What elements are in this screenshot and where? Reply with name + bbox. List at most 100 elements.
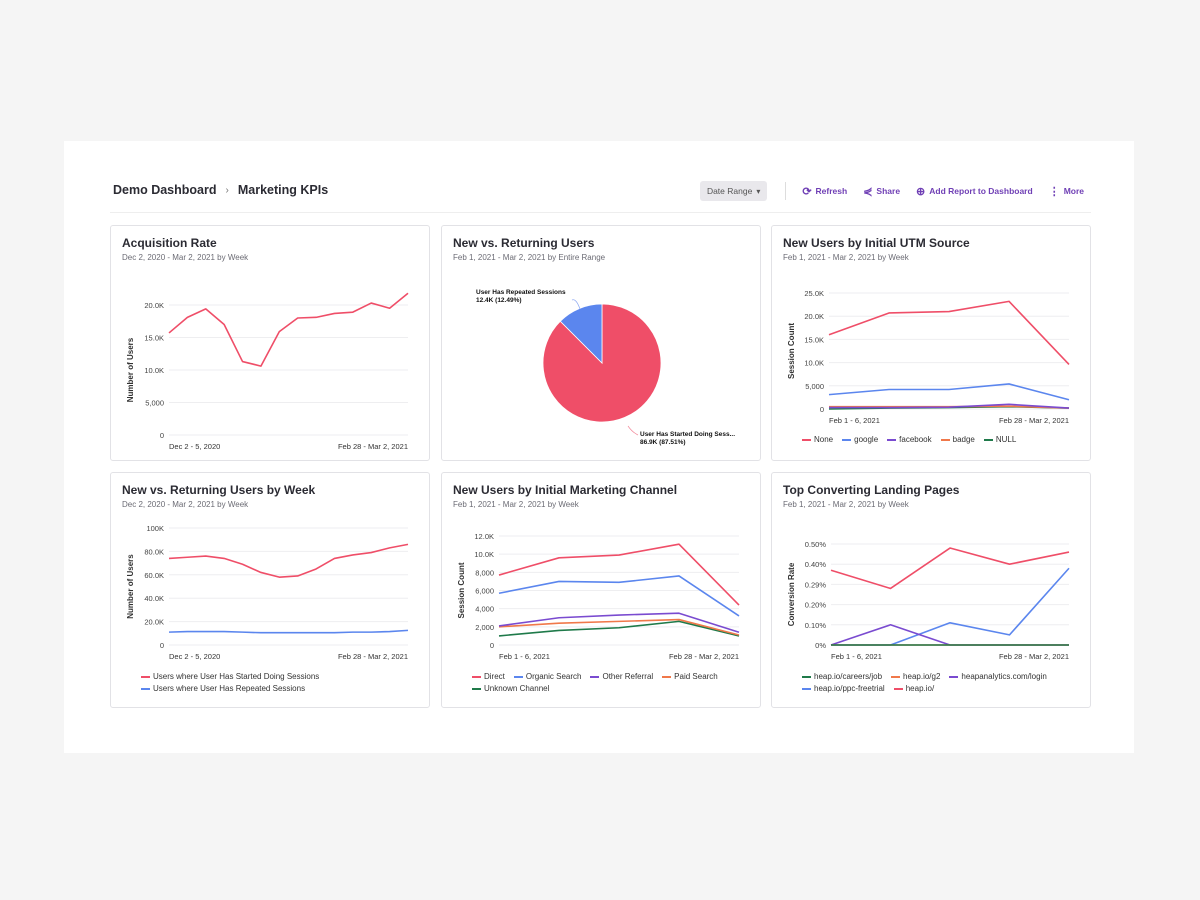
share-icon: ⋞ (863, 185, 873, 198)
y-tick-label: 12.0K (474, 532, 494, 541)
card-title: New vs. Returning Users (453, 236, 595, 250)
y-axis-title: Conversion Rate (787, 562, 796, 626)
series-line-direct[interactable] (498, 543, 740, 606)
series-line-other-referral[interactable] (498, 612, 740, 634)
legend-swatch (842, 438, 852, 441)
legend-item[interactable]: Users where User Has Started Doing Sessi… (141, 672, 319, 681)
series-line-facebook[interactable] (829, 403, 1070, 409)
legend-item[interactable]: heap.io/ (893, 684, 934, 693)
card-utm-source[interactable]: New Users by Initial UTM Source Feb 1, 2… (771, 225, 1091, 461)
legend-label: badge (952, 435, 975, 444)
leader-line (571, 299, 581, 310)
add-report-button[interactable]: ⊕ Add Report to Dashboard (916, 185, 1033, 198)
more-button[interactable]: ⋮ More (1049, 185, 1084, 198)
legend-item[interactable]: heap.io/careers/job (802, 672, 882, 681)
card-new-vs-returning-by-week[interactable]: New vs. Returning Users by Week Dec 2, 2… (110, 472, 430, 708)
series-line-heapanalytics-com-login[interactable] (830, 624, 1069, 646)
mkt-line-chart: 0 2,000 4,000 6,000 8,000 10.0K 12.0K Session C… (457, 532, 740, 661)
card-subtitle: Feb 1, 2021 - Mar 2, 2021 by Entire Rang… (453, 253, 606, 262)
header-divider (110, 212, 1091, 213)
legend-item[interactable]: facebook (887, 435, 932, 444)
series-line-heap-io-[interactable] (830, 547, 1070, 590)
pie-chart (542, 299, 662, 436)
y-tick-label: 0 (490, 641, 494, 650)
series-line-google[interactable] (828, 383, 1070, 401)
y-tick-label: 5,000 (805, 382, 824, 391)
legend-label: heap.io/g2 (903, 672, 941, 681)
legend-item[interactable]: badge (940, 435, 975, 444)
legend-swatch (983, 438, 993, 441)
series-line-users-where-user-has-started-doing-sessions[interactable] (168, 543, 409, 578)
more-vertical-icon: ⋮ (1048, 185, 1060, 198)
legend-item[interactable]: heap.io/g2 (891, 672, 940, 681)
y-tick-label: 10.0K (144, 366, 164, 375)
y-tick-label: 4,000 (475, 605, 494, 614)
legend-swatch (662, 675, 672, 678)
legend-label: Other Referral (602, 672, 654, 681)
card-subtitle: Feb 1, 2021 - Mar 2, 2021 by Week (783, 253, 909, 262)
legend-label: heap.io/careers/job (814, 672, 883, 681)
card-landing-pages[interactable]: Top Converting Landing Pages Feb 1, 2021… (771, 472, 1091, 708)
legend-item[interactable]: Organic Search (513, 672, 581, 681)
legend-item[interactable]: Direct (472, 672, 505, 681)
y-axis-title: Number of Users (126, 554, 135, 619)
series-line-organic-search[interactable] (498, 575, 740, 617)
x-tick-label: Feb 28 - Mar 2, 2021 (669, 652, 739, 661)
y-tick-label: 25.0K (804, 289, 824, 298)
card-subtitle: Feb 1, 2021 - Mar 2, 2021 by Week (783, 500, 909, 509)
date-range-label: Date Range (706, 186, 753, 196)
card-acquisition-rate[interactable]: Acquisition Rate Dec 2, 2020 - Mar 2, 20… (110, 225, 430, 461)
share-button[interactable]: ⋞ Share (863, 185, 900, 198)
legend-item[interactable]: google (842, 435, 878, 444)
y-axis-title: Number of Users (126, 337, 135, 402)
chart-legend: None google facebook badge NULL (802, 435, 1082, 444)
card-subtitle: Dec 2, 2020 - Mar 2, 2021 by Week (122, 253, 249, 262)
refresh-button[interactable]: ⟳ Refresh (802, 185, 847, 198)
leader-line (627, 425, 639, 436)
y-tick-label: 80.0K (144, 547, 164, 556)
series-line-none[interactable] (828, 300, 1070, 366)
y-axis-title: Session Count (787, 323, 796, 379)
breadcrumb-parent[interactable]: Demo Dashboard (113, 183, 217, 197)
legend-item[interactable]: NULL (983, 435, 1016, 444)
chevron-down-icon: ▾ (756, 186, 761, 196)
x-tick-label: Feb 1 - 6, 2021 (831, 652, 882, 661)
legend-item[interactable]: heap.io/ppc-freetrial (802, 684, 885, 693)
legend-label: Unknown Channel (484, 684, 550, 693)
y-tick-label: 0% (815, 641, 826, 650)
breadcrumb: Demo Dashboard › Marketing KPIs (113, 183, 328, 197)
y-tick-label: 5,000 (145, 399, 164, 408)
y-tick-label: 100K (146, 524, 164, 533)
share-label: Share (876, 186, 901, 196)
chart-legend: heap.io/careers/job heap.io/g2 heapanalyti… (802, 672, 1082, 693)
legend-swatch (590, 675, 600, 678)
legend-item[interactable]: None (802, 435, 833, 444)
legend-item[interactable]: Paid Search (662, 672, 718, 681)
legend-item[interactable]: Unknown Channel (472, 684, 549, 693)
x-tick-label: Dec 2 - 5, 2020 (169, 442, 220, 451)
series-line-unknown-channel[interactable] (498, 620, 740, 637)
legend-label: None (814, 435, 834, 444)
legend-swatch (472, 687, 481, 690)
y-tick-label: 15.0K (144, 334, 164, 343)
y-axis-title: Session Count (457, 562, 466, 618)
legend-swatch (472, 675, 481, 678)
legend-item[interactable]: heapanalytics.com/login (949, 672, 1047, 681)
legend-swatch (802, 687, 811, 690)
legend-item[interactable]: Other Referral (590, 672, 653, 681)
legend-swatch (949, 675, 959, 678)
legend-item[interactable]: Users where User Has Repeated Sessions (141, 684, 305, 693)
y-tick-label: 40.0K (144, 594, 164, 603)
card-new-vs-returning[interactable]: New vs. Returning Users Feb 1, 2021 - Ma… (441, 225, 761, 461)
toolbar: Date Range ▾ ⟳ Refresh ⋞ Share ⊕ Add Report … (699, 181, 1084, 201)
add-report-label: Add Report to Dashboard (929, 186, 1033, 196)
x-tick-label: Feb 28 - Mar 2, 2021 (338, 442, 408, 451)
refresh-label: Refresh (815, 186, 848, 196)
series-line-users-where-user-has-repeated-sessions[interactable] (168, 629, 409, 634)
date-range-dropdown[interactable]: Date Range ▾ (699, 181, 768, 201)
card-marketing-channel[interactable]: New Users by Initial Marketing Channel F… (441, 472, 761, 708)
series-line-value[interactable] (168, 292, 409, 367)
series-line-paid-search[interactable] (498, 618, 740, 636)
pie-label-new: User Has Started Doing Sess... 86.9K (87.… (640, 431, 736, 446)
y-tick-label: 0.20% (805, 601, 827, 610)
